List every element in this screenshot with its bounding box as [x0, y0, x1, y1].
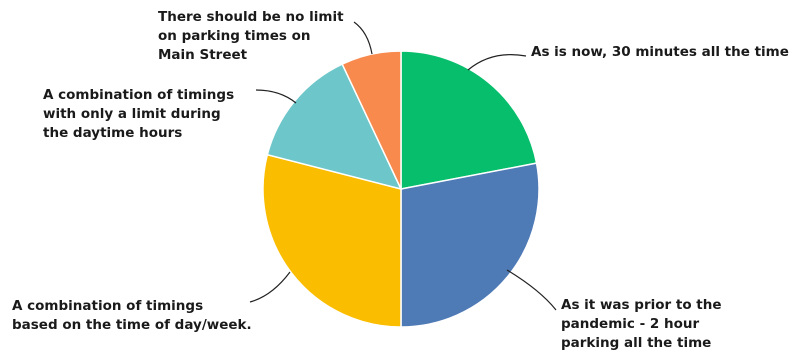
label-no-limit: There should be no limit on parking time… [158, 9, 344, 63]
label-time-of-day-week: A combination of timings based on the ti… [12, 298, 252, 333]
label-daytime-limit: A combination of timings with only a lim… [43, 87, 235, 141]
leader-no-limit [353, 21, 373, 55]
slice-as-is-now [400, 50, 538, 190]
slice-time-of-day-week [262, 153, 402, 328]
slice-no-limit [341, 50, 402, 190]
slice-prior-to-pandemic [400, 162, 540, 328]
leader-as-is-now [467, 54, 527, 71]
label-as-is-now: As is now, 30 minutes all the time [531, 44, 789, 60]
leader-prior-to-pandemic [506, 269, 557, 311]
leader-time-of-day-week [249, 271, 291, 303]
leader-daytime-limit [255, 89, 297, 104]
label-prior-to-pandemic: As it was prior to the pandemic - 2 hour… [561, 297, 722, 351]
slice-daytime-limit [266, 63, 403, 191]
